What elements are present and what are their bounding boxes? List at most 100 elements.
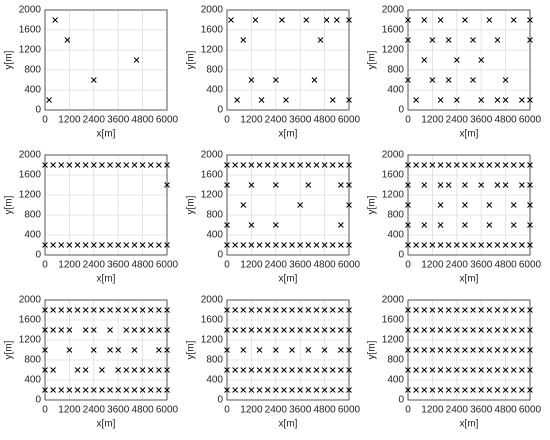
point [58,242,65,248]
point [437,327,444,333]
point [421,222,428,228]
point [405,17,411,23]
x-tick-label: 0 [42,115,48,126]
point [131,327,138,333]
y-axis-label: y[m] [186,195,197,214]
point [46,97,52,103]
y-tick-label: 2000 [382,295,405,306]
point [421,367,428,373]
subplot: 0 1200 2400 3600 4800 60000400800120016002000… [4,5,179,140]
point [50,242,56,248]
x-tick-label: 4800 [131,405,154,416]
point [437,347,444,353]
point [90,327,97,333]
point [272,367,279,373]
point [527,97,533,103]
plot-area [45,155,167,255]
point [248,182,255,188]
point [147,367,154,373]
point [131,347,138,353]
point [240,162,247,168]
point [338,327,344,333]
y-tick-label: 1200 [201,190,224,201]
x-tick-label: 6000 [338,405,361,416]
point [258,97,265,103]
x-tick-label: 4800 [313,405,336,416]
point [321,242,328,248]
point [58,307,65,313]
y-tick-label: 1600 [382,170,405,181]
point [519,162,525,168]
x-tick-label: 3600 [107,115,130,126]
x-tick-label: 4800 [131,260,154,271]
point [329,97,336,103]
point [240,387,247,393]
point [156,347,162,353]
point [494,367,501,373]
point [147,327,154,333]
plot-area [45,300,167,400]
point [272,387,279,393]
x-axis-label: x[m] [460,419,479,430]
point [256,242,263,248]
point [297,367,304,373]
point [90,307,97,313]
y-tick-label: 1600 [19,170,42,181]
point [234,97,241,103]
y-tick-label: 0 [35,105,41,116]
point [405,77,411,83]
y-tick-label: 2000 [19,150,42,161]
y-tick-label: 800 [387,355,404,366]
point [510,387,517,393]
x-tick-label: 6000 [338,115,361,126]
point [147,307,154,313]
point [131,387,138,393]
point [494,182,501,188]
point [131,367,138,373]
point [470,327,476,333]
point [248,307,255,313]
x-tick-label: 2400 [446,260,469,271]
point [90,77,97,83]
point [317,37,324,43]
point [519,327,525,333]
point [462,222,468,228]
point [42,367,48,373]
point [338,242,344,248]
point [462,202,468,208]
point [240,202,247,208]
point [462,162,468,168]
point [90,162,97,168]
subplot: 0 1200 2400 3600 4800 60000400800120016002000… [186,5,361,140]
point [156,242,162,248]
point [66,347,73,353]
point [74,242,81,248]
point [453,57,460,63]
point [305,182,312,188]
point [131,242,138,248]
plot-area [227,10,349,110]
point [494,37,501,43]
x-tick-label: 1200 [240,260,263,271]
point [99,367,105,373]
point [82,307,89,313]
point [527,327,533,333]
point [42,307,48,313]
point [453,242,460,248]
x-tick-label: 2400 [83,260,106,271]
point [338,307,344,313]
y-axis-label: y[m] [186,50,197,69]
x-tick-label: 6000 [156,405,179,416]
point [42,242,48,248]
point [519,242,525,248]
point [486,347,493,353]
point [346,327,352,333]
point [527,202,533,208]
point [147,242,154,248]
axes-box [44,9,168,111]
point [66,307,73,313]
y-tick-label: 0 [217,395,223,406]
point [107,162,113,168]
point [453,307,460,313]
point [346,387,352,393]
